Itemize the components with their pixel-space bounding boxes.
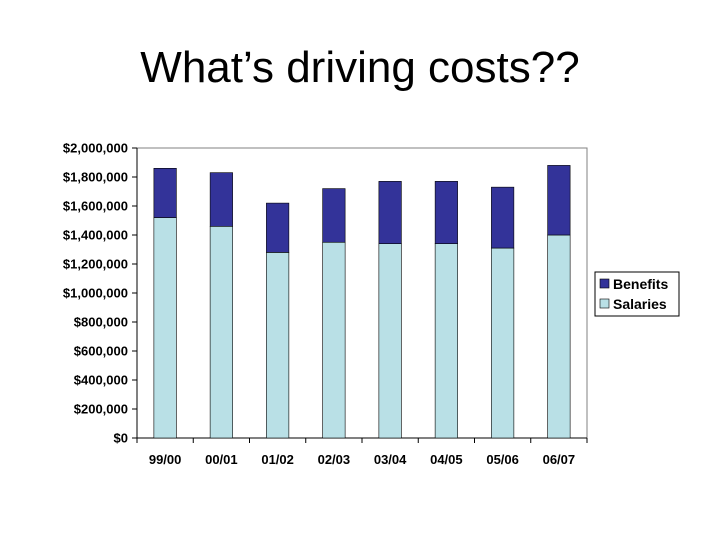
bar-benefits <box>209 172 233 227</box>
x-tick-label: 04/05 <box>430 452 463 467</box>
bar-salaries <box>547 234 571 439</box>
bar-benefits <box>153 168 177 218</box>
y-tick-label: $800,000 <box>74 315 128 330</box>
y-tick-label: $2,000,000 <box>63 141 128 156</box>
x-axis: 99/00 00/01 01/02 02/03 03/04 04/05 05/06 06/07 <box>136 437 588 467</box>
y-tick-label: $1,400,000 <box>63 228 128 243</box>
bar-benefits <box>322 188 346 243</box>
x-tick-label: 05/06 <box>486 452 519 467</box>
y-tick-label: $0 <box>114 431 128 446</box>
bar-salaries <box>209 226 233 439</box>
bar-benefits <box>491 186 515 249</box>
bar-benefits <box>266 202 290 253</box>
bar-benefits <box>547 165 571 236</box>
y-tick-label: $1,600,000 <box>63 199 128 214</box>
bar-benefits <box>378 181 402 245</box>
x-tick-label: 00/01 <box>205 452 238 467</box>
bar-salaries <box>266 252 290 439</box>
bar-salaries <box>491 247 515 439</box>
x-tick-label: 99/00 <box>149 452 182 467</box>
y-tick-label: $1,800,000 <box>63 170 128 185</box>
legend-label: Salaries <box>613 296 667 312</box>
legend-swatch-salaries <box>599 298 610 309</box>
y-tick-label: $600,000 <box>74 344 128 359</box>
y-tick-label: $200,000 <box>74 402 128 417</box>
bar-benefits <box>434 181 458 245</box>
plot-area-border <box>136 147 588 439</box>
legend-swatch-benefits <box>599 278 610 289</box>
bar-salaries <box>322 241 346 439</box>
x-tick-label: 06/07 <box>543 452 576 467</box>
y-tick-label: $400,000 <box>74 373 128 388</box>
x-tick-label: 02/03 <box>318 452 351 467</box>
y-axis: $0 $200,000 $400,000 $600,000 $800,000 $1,000… <box>63 141 138 446</box>
bar-salaries <box>434 243 458 439</box>
bar-salaries <box>378 243 402 439</box>
x-tick-label: 01/02 <box>261 452 294 467</box>
x-tick-label: 03/04 <box>374 452 407 467</box>
bar-salaries <box>153 217 177 439</box>
y-tick-label: $1,000,000 <box>63 286 128 301</box>
legend-label: Benefits <box>613 276 668 292</box>
legend: Benefits Salaries <box>594 271 680 317</box>
y-tick-label: $1,200,000 <box>63 257 128 272</box>
slide-title: What’s driving costs?? <box>140 43 580 92</box>
bars <box>153 165 571 439</box>
plot-area <box>136 147 588 439</box>
